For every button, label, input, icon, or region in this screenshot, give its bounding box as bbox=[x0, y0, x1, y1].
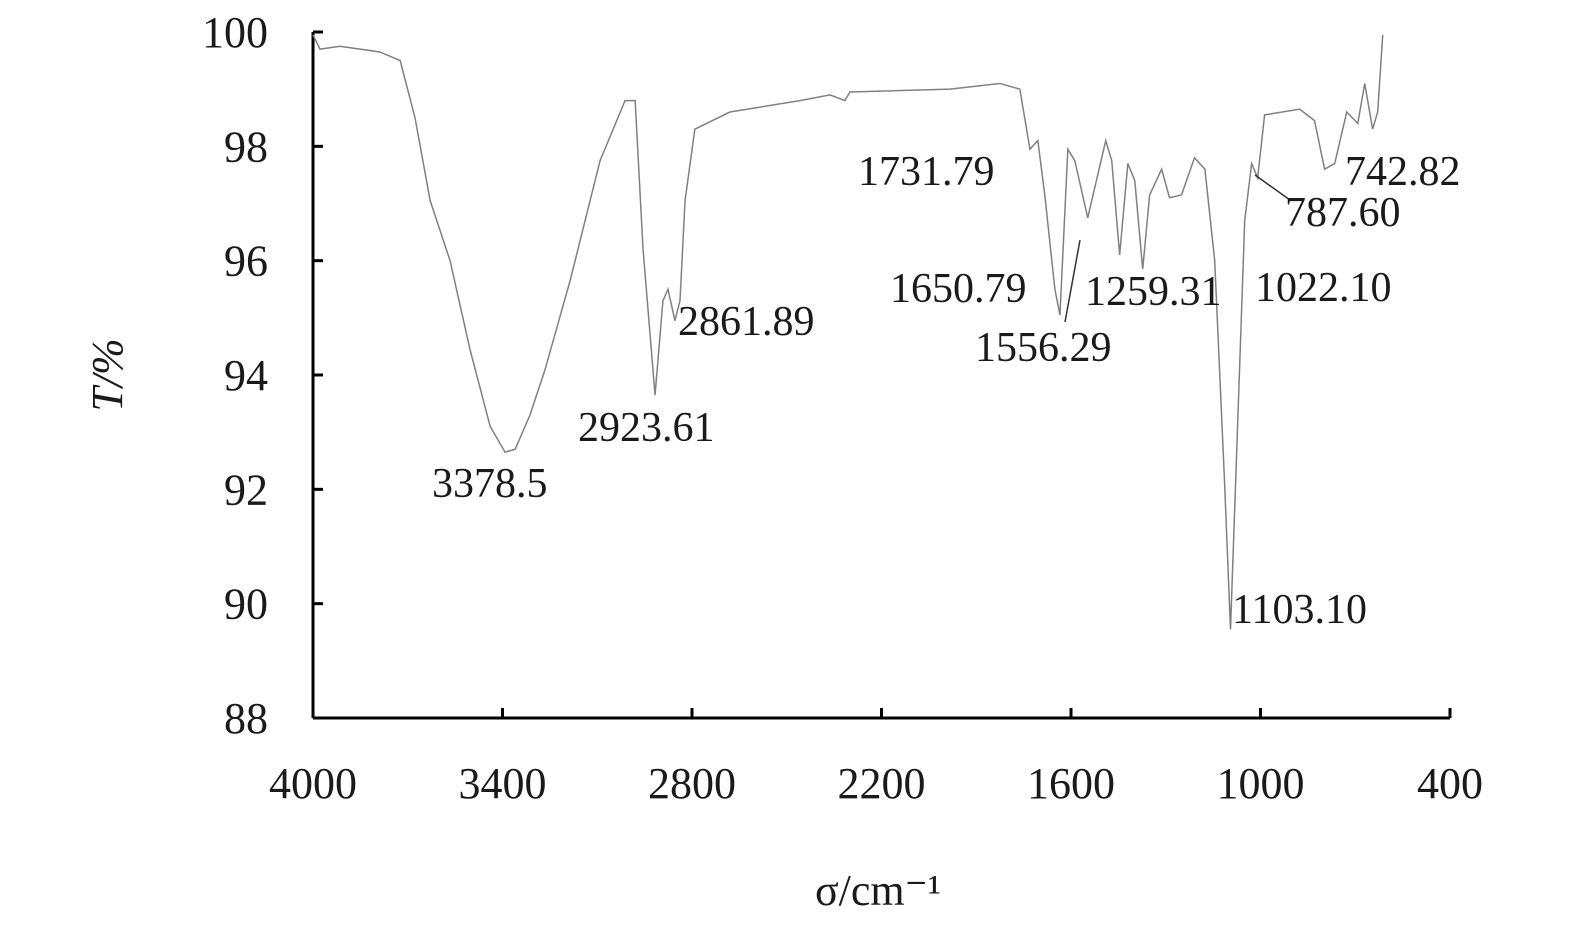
x-tick-label: 1600 bbox=[1027, 759, 1115, 808]
x-tick-label: 400 bbox=[1417, 759, 1483, 808]
leader-line bbox=[1064, 239, 1081, 323]
peak-label: 1022.10 bbox=[1255, 265, 1392, 311]
spectrum-line bbox=[312, 34, 1384, 630]
peak-label: 1103.10 bbox=[1232, 587, 1367, 633]
y-tick-label: 96 bbox=[224, 237, 268, 286]
x-axis-label: σ/cm⁻¹ bbox=[815, 866, 941, 915]
x-tick-label: 3400 bbox=[459, 759, 547, 808]
peak-label: 787.60 bbox=[1285, 190, 1401, 236]
x-tick-label: 4000 bbox=[269, 759, 357, 808]
y-axis-label: T/% bbox=[83, 338, 132, 411]
peak-label: 2861.89 bbox=[678, 299, 815, 345]
peak-label: 742.82 bbox=[1345, 149, 1461, 195]
peak-label: 1731.79 bbox=[858, 149, 995, 195]
y-tick-label: 92 bbox=[224, 465, 268, 514]
peak-label: 1556.29 bbox=[975, 325, 1112, 371]
x-tick-label: 2200 bbox=[838, 759, 926, 808]
peak-label: 3378.5 bbox=[432, 461, 548, 507]
leader-line bbox=[1254, 174, 1291, 201]
y-tick-label: 98 bbox=[224, 122, 268, 171]
y-tick-label: 100 bbox=[202, 8, 268, 57]
peak-label: 1259.31 bbox=[1085, 269, 1222, 315]
peak-label: 1650.79 bbox=[890, 266, 1027, 312]
x-tick-label: 2800 bbox=[648, 759, 736, 808]
x-tick-label: 1000 bbox=[1217, 759, 1305, 808]
peak-label: 2923.61 bbox=[578, 405, 715, 451]
y-tick-label: 90 bbox=[224, 580, 268, 629]
y-tick-label: 94 bbox=[224, 351, 268, 400]
y-tick-label: 88 bbox=[224, 694, 268, 743]
